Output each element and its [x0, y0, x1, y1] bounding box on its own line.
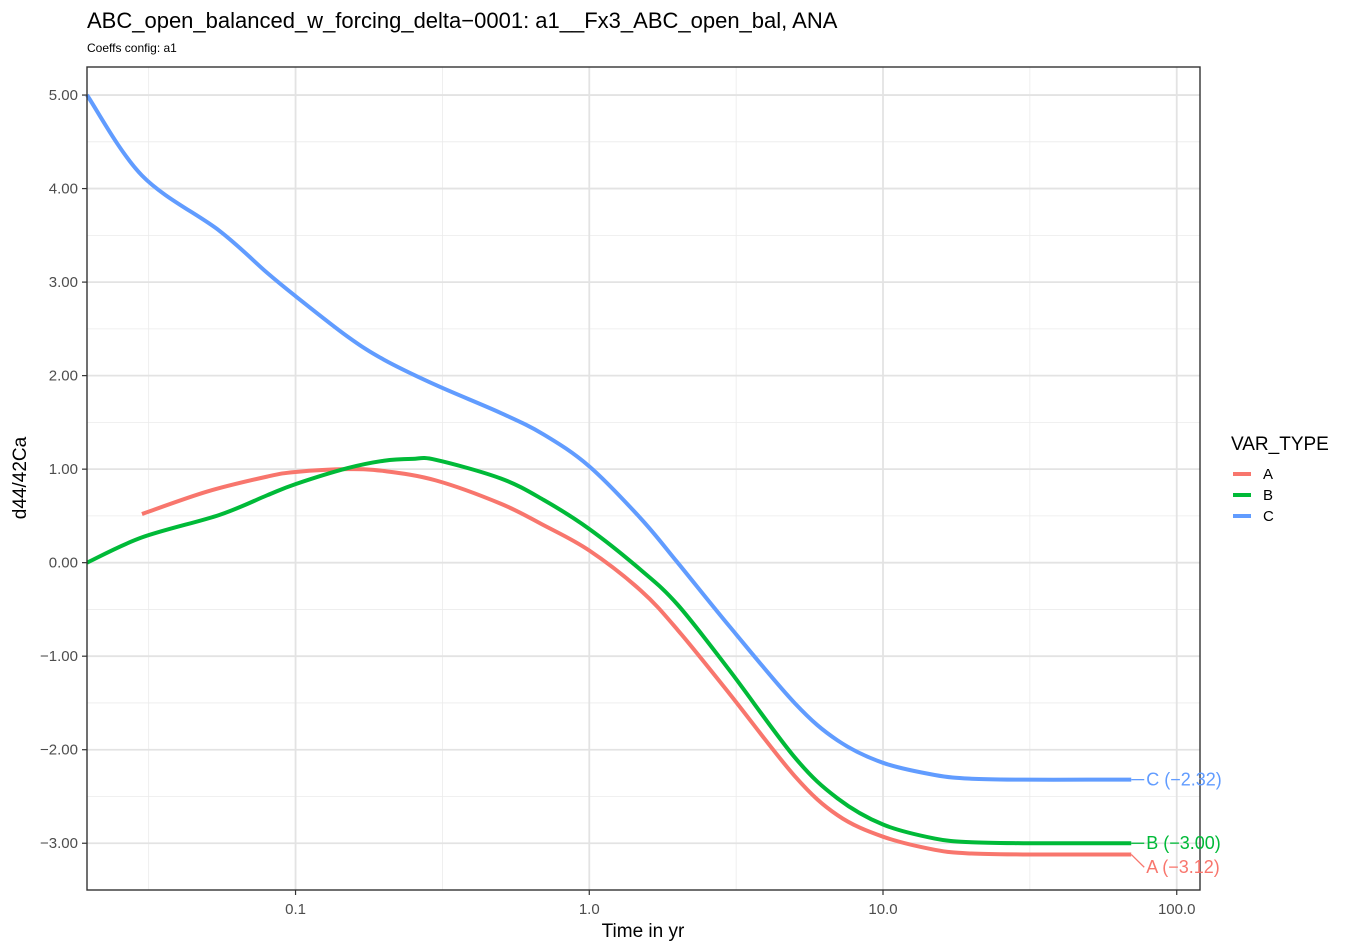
series-lines: [85, 93, 1132, 857]
x-tick-label: 0.1: [285, 901, 306, 918]
x-tick-label: 10.0: [868, 901, 897, 918]
legend-label-c: C: [1263, 508, 1274, 525]
legend-label-a: A: [1263, 466, 1273, 483]
end-labels: C (−2.32) B (−3.00) A (−3.12): [1130, 770, 1222, 877]
y-tick-label: 4.00: [49, 181, 78, 198]
x-tick-label: 1.0: [579, 901, 600, 918]
y-tick-label: 0.00: [49, 555, 78, 572]
series-line-b: [86, 456, 1132, 846]
end-label-b: B (−3.00): [1146, 833, 1221, 853]
x-tick-label: 100.0: [1158, 901, 1196, 918]
end-label-connector-a: [1130, 853, 1145, 868]
y-tick-label: 5.00: [49, 87, 78, 104]
x-axis-label: Time in yr: [602, 921, 685, 942]
legend-items: ABC: [1233, 466, 1274, 525]
series-line-c: [85, 93, 1132, 782]
y-tick-label: −1.00: [40, 648, 78, 665]
grid: [87, 67, 1200, 891]
y-tick-label: −3.00: [40, 835, 78, 852]
y-axis-label: d44/42Ca: [10, 436, 31, 519]
y-tick-label: 2.00: [49, 368, 78, 385]
y-tick-label: 3.00: [49, 274, 78, 291]
y-tick-label: −2.00: [40, 742, 78, 759]
y-tick-label: 1.00: [49, 461, 78, 478]
end-label-c: C (−2.32): [1146, 770, 1222, 790]
chart-subtitle: Coeffs config: a1: [87, 41, 177, 55]
x-axis: 0.1 1.0 10.0 100.0: [285, 890, 1196, 918]
series-line-a: [141, 467, 1132, 857]
chart-title: ABC_open_balanced_w_forcing_delta−0001: …: [87, 8, 838, 33]
legend-title: VAR_TYPE: [1231, 434, 1329, 455]
plot-panel-border: [86, 66, 1201, 891]
legend-label-b: B: [1263, 487, 1273, 504]
end-label-a: A (−3.12): [1146, 857, 1220, 877]
legend: VAR_TYPE ABC: [1231, 434, 1329, 525]
y-axis: −3.00 −2.00 −1.00 0.00 1.00 2.00 3.00 4.00 5.00: [40, 87, 87, 852]
